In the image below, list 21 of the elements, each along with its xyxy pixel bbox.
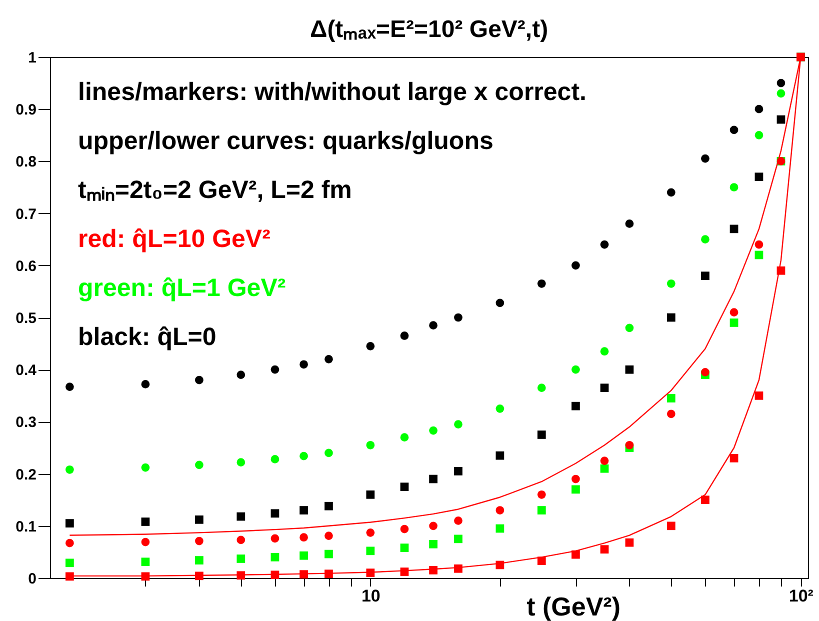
x-axis-title: t (GeV²) bbox=[526, 592, 620, 621]
x-tick-label: 10² bbox=[788, 586, 814, 606]
y-tick-label: 0.7 bbox=[16, 206, 36, 223]
y-tick-label: 0.2 bbox=[16, 466, 36, 484]
annotation: green: q̂L=1 GeV² bbox=[78, 274, 286, 302]
y-tick-label: 1 bbox=[28, 50, 36, 66]
y-tick-label: 0.9 bbox=[16, 102, 36, 119]
annotation: red: q̂L=10 GeV² bbox=[78, 225, 270, 253]
chart-title: Δ(tₘₐₓ=E²=10² GeV²,t) bbox=[310, 16, 548, 43]
x-tick-label: 10 bbox=[361, 586, 380, 606]
annotation: tₘᵢₙ=2t₀=2 GeV², L=2 fm bbox=[78, 176, 352, 204]
annotation: upper/lower curves: quarks/gluons bbox=[78, 127, 494, 155]
annotation: black: q̂L=0 bbox=[78, 323, 216, 351]
y-tick-label: 0.6 bbox=[16, 258, 36, 275]
y-tick-label: 0.4 bbox=[16, 362, 38, 380]
y-tick-label: 0.8 bbox=[16, 154, 36, 171]
y-tick-label: 0 bbox=[28, 570, 36, 588]
y-tick-label: 0.1 bbox=[16, 518, 36, 536]
y-tick-label: 0.5 bbox=[16, 310, 36, 327]
annotation: lines/markers: with/without large x correct. bbox=[78, 78, 586, 106]
y-tick-label: 0.3 bbox=[16, 414, 36, 432]
